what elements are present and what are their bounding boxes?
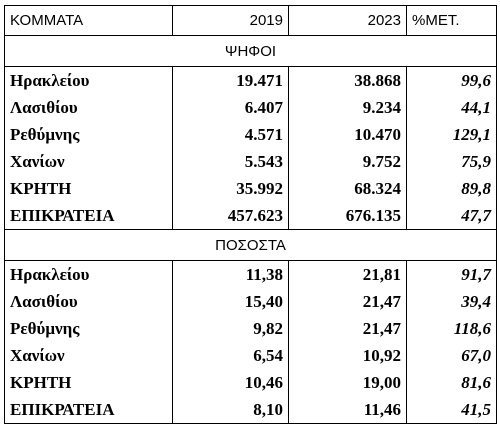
table-header-row: ΚΟΜΜΑΤΑ 2019 2023 %ΜΕΤ. xyxy=(4,5,497,36)
row-2019: 5.543 xyxy=(172,148,289,175)
row-2019: 6,54 xyxy=(172,342,289,369)
row-2019: 15,40 xyxy=(172,288,289,315)
row-name: Ρεθύμνης xyxy=(4,121,173,148)
section-title-row: ΠΟΣΟΣΤΑ xyxy=(4,229,497,261)
row-change: 41,5 xyxy=(406,396,497,424)
table-row: Ηρακλείου 19.471 38.868 99,6 xyxy=(4,66,497,94)
row-2023: 19,00 xyxy=(288,369,407,396)
table-row: Ρεθύμνης 4.571 10.470 129,1 xyxy=(4,121,497,148)
row-2023: 9.234 xyxy=(288,94,407,121)
table-row: Χανίων 6,54 10,92 67,0 xyxy=(4,342,497,369)
row-2019: 11,38 xyxy=(172,260,289,288)
row-name: Λασιθίου xyxy=(4,288,173,315)
row-2023: 38.868 xyxy=(288,66,407,94)
row-name: Ηρακλείου xyxy=(4,260,173,288)
row-2023: 10,92 xyxy=(288,342,407,369)
row-name: Ρεθύμνης xyxy=(4,315,173,342)
row-change: 75,9 xyxy=(406,148,497,175)
table-row: Λασιθίου 15,40 21,47 39,4 xyxy=(4,288,497,315)
header-party: ΚΟΜΜΑΤΑ xyxy=(4,5,173,36)
row-change: 67,0 xyxy=(406,342,497,369)
row-change: 81,6 xyxy=(406,369,497,396)
table-row: Ρεθύμνης 9,82 21,47 118,6 xyxy=(4,315,497,342)
section-title-row: ΨΗΦΟΙ xyxy=(4,35,497,67)
row-change: 91,7 xyxy=(406,260,497,288)
row-change: 118,6 xyxy=(406,315,497,342)
row-name: ΕΠΙΚΡΑΤΕΙΑ xyxy=(4,396,173,424)
row-name: Λασιθίου xyxy=(4,94,173,121)
row-2023: 21,47 xyxy=(288,288,407,315)
row-2023: 9.752 xyxy=(288,148,407,175)
table-row: ΚΡΗΤΗ 35.992 68.324 89,8 xyxy=(4,175,497,202)
row-change: 47,7 xyxy=(406,202,497,230)
row-2023: 21,81 xyxy=(288,260,407,288)
table-row: ΕΠΙΚΡΑΤΕΙΑ 8,10 11,46 41,5 xyxy=(4,396,497,424)
row-2019: 8,10 xyxy=(172,396,289,424)
row-name: Χανίων xyxy=(4,342,173,369)
row-2019: 35.992 xyxy=(172,175,289,202)
clipped-text-strip xyxy=(0,0,500,4)
row-name: Ηρακλείου xyxy=(4,66,173,94)
row-2019: 19.471 xyxy=(172,66,289,94)
table-row: Ηρακλείου 11,38 21,81 91,7 xyxy=(4,260,497,288)
row-2019: 457.623 xyxy=(172,202,289,230)
header-change: %ΜΕΤ. xyxy=(406,5,497,36)
row-2019: 10,46 xyxy=(172,369,289,396)
row-2023: 21,47 xyxy=(288,315,407,342)
header-2019: 2019 xyxy=(172,5,289,36)
row-name: ΚΡΗΤΗ xyxy=(4,369,173,396)
row-2023: 11,46 xyxy=(288,396,407,424)
section-title-votes: ΨΗΦΟΙ xyxy=(4,35,497,67)
table-row: ΚΡΗΤΗ 10,46 19,00 81,6 xyxy=(4,369,497,396)
header-2023: 2023 xyxy=(288,5,407,36)
results-table: ΚΟΜΜΑΤΑ 2019 2023 %ΜΕΤ. ΨΗΦΟΙ Ηρακλείου … xyxy=(4,5,497,424)
row-2023: 68.324 xyxy=(288,175,407,202)
row-2019: 6.407 xyxy=(172,94,289,121)
row-2023: 676.135 xyxy=(288,202,407,230)
row-name: Χανίων xyxy=(4,148,173,175)
row-name: ΚΡΗΤΗ xyxy=(4,175,173,202)
section-title-percentages: ΠΟΣΟΣΤΑ xyxy=(4,229,497,261)
row-2019: 9,82 xyxy=(172,315,289,342)
table-row: Χανίων 5.543 9.752 75,9 xyxy=(4,148,497,175)
row-change: 129,1 xyxy=(406,121,497,148)
row-change: 44,1 xyxy=(406,94,497,121)
table-row: Λασιθίου 6.407 9.234 44,1 xyxy=(4,94,497,121)
row-name: ΕΠΙΚΡΑΤΕΙΑ xyxy=(4,202,173,230)
row-2023: 10.470 xyxy=(288,121,407,148)
row-change: 39,4 xyxy=(406,288,497,315)
row-2019: 4.571 xyxy=(172,121,289,148)
row-change: 99,6 xyxy=(406,66,497,94)
table-row: ΕΠΙΚΡΑΤΕΙΑ 457.623 676.135 47,7 xyxy=(4,202,497,230)
row-change: 89,8 xyxy=(406,175,497,202)
